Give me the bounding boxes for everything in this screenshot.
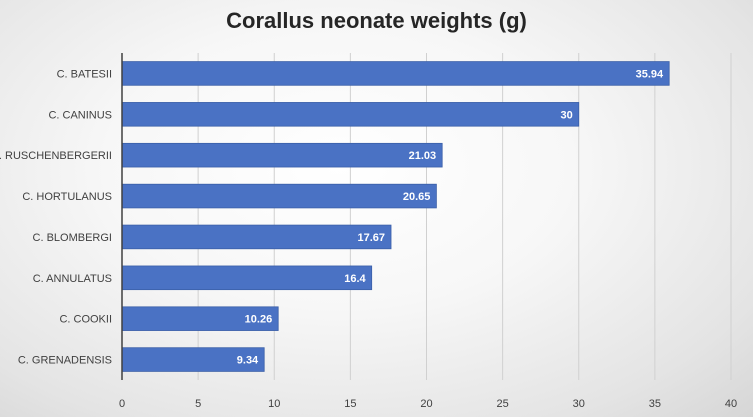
x-tick-label: 25 [497, 398, 509, 410]
category-label: C. ANNULATUS [33, 273, 112, 285]
data-label: 30 [561, 109, 573, 121]
chart-title: Corallus neonate weights (g) [226, 8, 527, 33]
x-tick-label: 5 [195, 398, 201, 410]
category-label: C. BLOMBERGI [33, 232, 112, 244]
category-label: C. COOKII [59, 314, 112, 326]
category-label: C. CANINUS [48, 109, 112, 121]
x-tick-label: 35 [649, 398, 661, 410]
category-label: C. BATESII [57, 68, 112, 80]
bar [121, 102, 580, 127]
x-tick-label: 0 [119, 398, 125, 410]
category-label: C. HORTULANUS [22, 191, 112, 203]
bar [121, 224, 392, 250]
x-tick-label: 40 [725, 398, 737, 410]
data-label: 17.67 [357, 232, 385, 244]
data-label: 35.94 [636, 68, 664, 80]
category-label: C. RUSCHENBERGERII [0, 150, 112, 162]
bar [121, 61, 670, 86]
x-tick-label: 10 [268, 398, 280, 410]
data-label: 21.03 [409, 150, 437, 162]
x-tick-label: 20 [420, 398, 432, 410]
bar [121, 183, 437, 209]
data-label: 20.65 [403, 191, 431, 203]
data-label: 10.26 [245, 314, 273, 326]
bar [121, 265, 373, 291]
data-label: 16.4 [344, 273, 366, 285]
category-label: C. GRENADENSIS [18, 355, 112, 367]
x-tick-label: 30 [573, 398, 585, 410]
bar [121, 142, 443, 168]
data-label: 9.34 [237, 355, 259, 367]
x-tick-label: 15 [344, 398, 356, 410]
